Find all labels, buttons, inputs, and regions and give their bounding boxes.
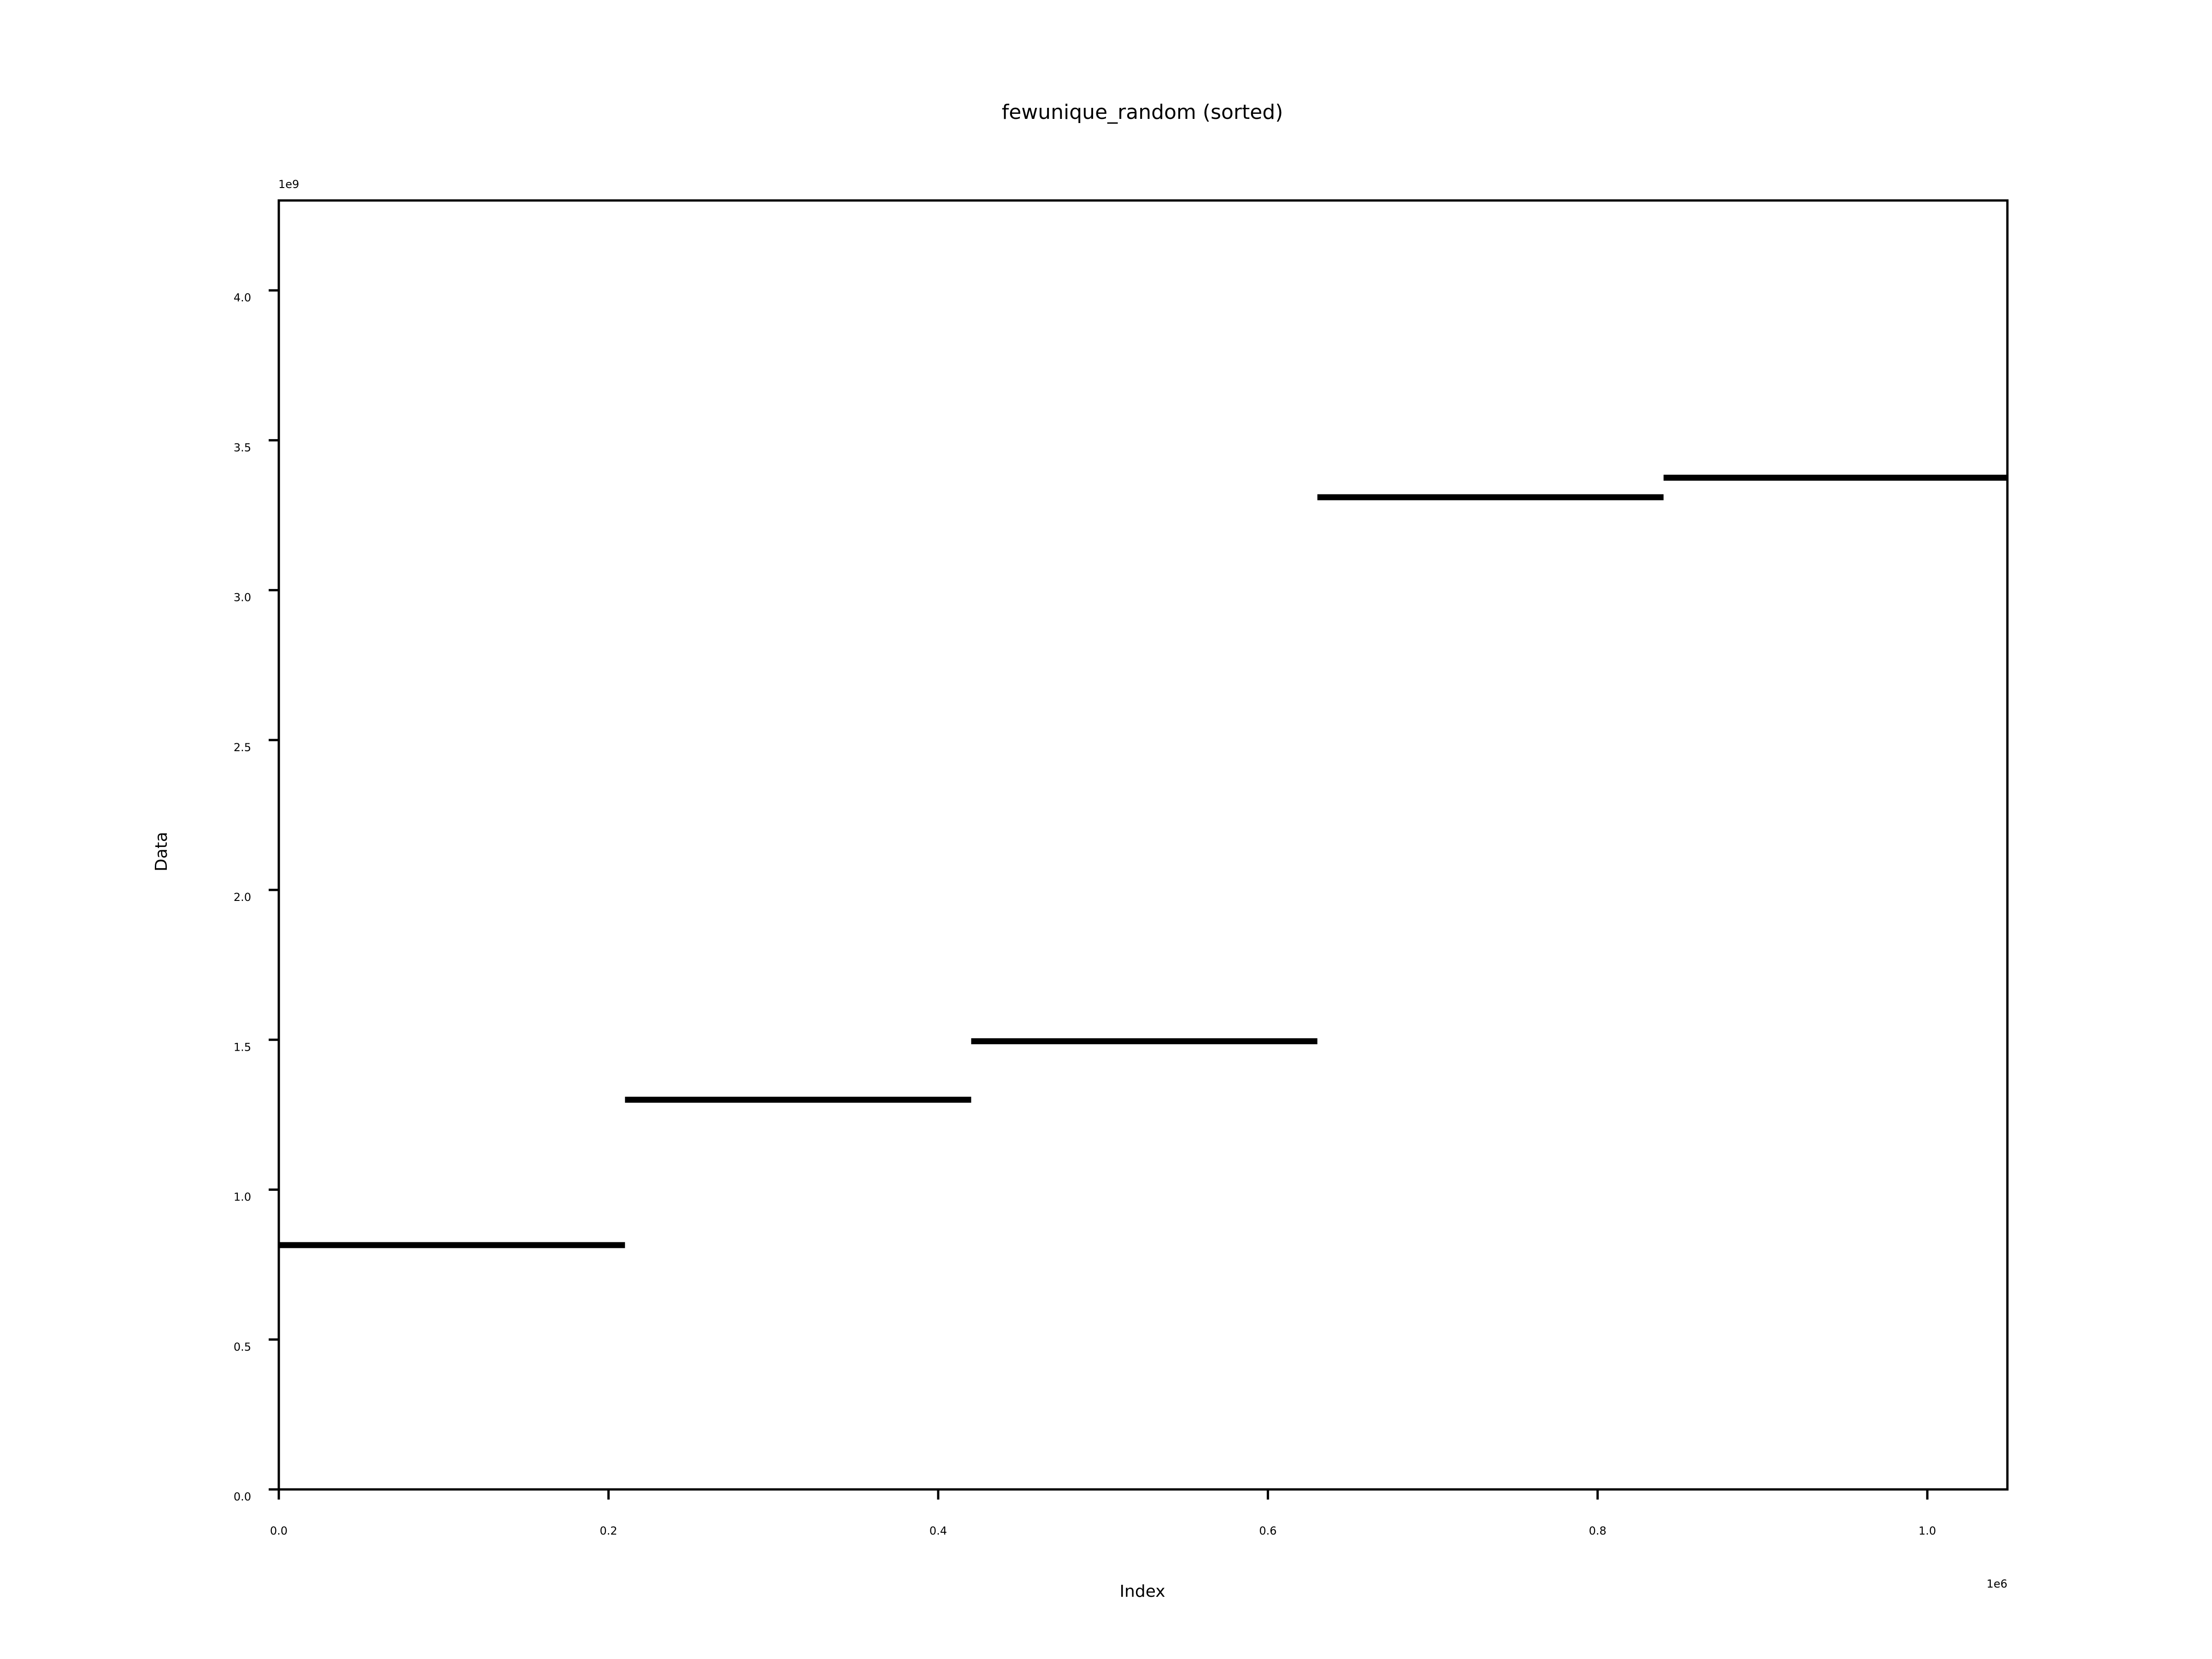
y-tick-label: 1.5 [234, 1041, 251, 1053]
plot-frame [277, 199, 2009, 1491]
x-offset-label: 1e6 [1987, 1577, 2007, 1590]
y-tick-label: 3.0 [234, 591, 251, 604]
y-tick-label: 0.0 [234, 1490, 251, 1503]
y-tick-label: 0.5 [234, 1341, 251, 1353]
y-tick-label: 2.5 [234, 741, 251, 754]
y-offset-label: 1e9 [278, 178, 299, 191]
plot-area [277, 199, 2009, 1491]
x-tick-label: 0.6 [1259, 1524, 1277, 1537]
y-axis-label: Data [152, 832, 171, 871]
y-tick-label: 2.0 [234, 891, 251, 904]
x-tick-label: 0.4 [930, 1524, 947, 1537]
y-tick-label: 4.0 [234, 291, 251, 304]
x-axis-label: Index [1119, 1582, 1165, 1601]
x-tick-label: 0.8 [1589, 1524, 1606, 1537]
chart-title: fewunique_random (sorted) [1002, 100, 1283, 124]
x-tick-label: 0.2 [600, 1524, 617, 1537]
data-series [279, 475, 2007, 1248]
y-tick-label: 3.5 [234, 441, 251, 454]
y-tick-label: 1.0 [234, 1191, 251, 1204]
y-axis-ticks: 0.0 0.5 1.0 1.5 2.0 2.5 3.0 3.5 4.0 [234, 289, 279, 1503]
x-tick-label: 0.0 [270, 1524, 288, 1537]
x-tick-label: 1.0 [1918, 1524, 1936, 1537]
x-axis-ticks: 0.0 0.2 0.4 0.6 0.8 1.0 [270, 1489, 1936, 1537]
